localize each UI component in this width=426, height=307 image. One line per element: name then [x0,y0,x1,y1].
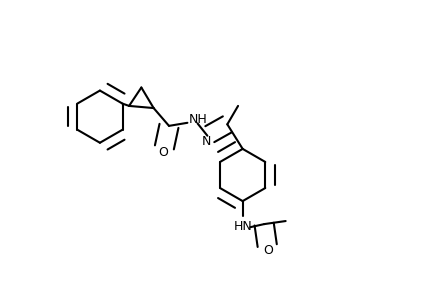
Text: NH: NH [188,113,207,126]
Text: N: N [201,135,210,148]
Text: O: O [158,146,167,159]
Text: O: O [262,244,272,257]
Text: HN: HN [233,220,252,232]
